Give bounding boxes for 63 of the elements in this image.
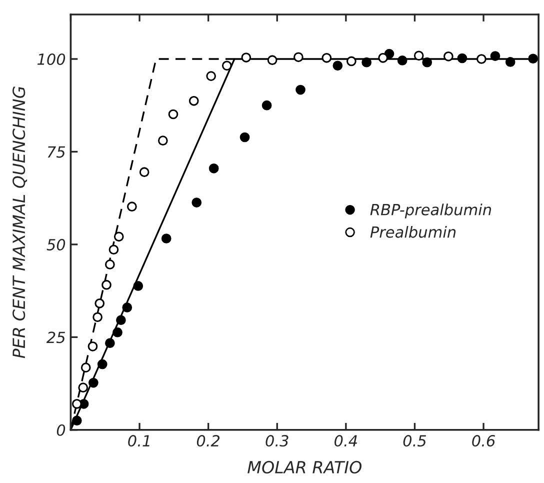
point (208, 163, 219, 174)
point (457, 53, 468, 64)
point (397, 56, 408, 66)
point (105, 338, 115, 348)
point (346, 56, 356, 66)
y-tick-label: 100 (37, 53, 66, 66)
point (161, 234, 172, 244)
point (322, 52, 332, 63)
point (262, 100, 272, 110)
point (105, 260, 115, 270)
y-axis-title: PER CENT MAXIMAL QUENCHING (12, 86, 28, 358)
point (108, 244, 119, 255)
x-tick-label: 0.1 (128, 435, 150, 447)
point (139, 167, 150, 178)
point (168, 109, 178, 120)
x-tick-label: 0.6 (472, 435, 495, 447)
point (88, 341, 98, 352)
x-tick-label: 0.2 (196, 435, 220, 447)
point (267, 55, 278, 66)
point (414, 50, 424, 61)
point (92, 312, 102, 322)
point (116, 315, 126, 326)
point (490, 51, 500, 61)
point (72, 398, 82, 409)
point (294, 52, 304, 62)
point (88, 378, 98, 388)
point (528, 54, 538, 64)
y-tick-label: 75 (48, 146, 66, 158)
point (240, 132, 250, 142)
point (122, 302, 132, 312)
point (332, 60, 343, 71)
point (80, 362, 91, 372)
point (127, 202, 137, 212)
point (444, 51, 454, 62)
y-tick-label: 0 (56, 424, 66, 436)
point (94, 298, 105, 308)
point (97, 359, 108, 370)
x-tick-label: 0.3 (266, 435, 288, 447)
y-tick-label: 50 (46, 238, 66, 250)
point (206, 71, 216, 81)
point (476, 54, 486, 64)
point (362, 57, 372, 68)
point (505, 57, 516, 67)
point (422, 57, 432, 68)
point (222, 60, 232, 71)
point (188, 96, 199, 106)
point (378, 52, 388, 63)
point (72, 416, 82, 426)
legend-label: Prealbumin (370, 226, 456, 238)
point (102, 280, 112, 290)
point (133, 281, 144, 291)
point (78, 382, 88, 393)
x-tick-label: 0.5 (403, 435, 426, 447)
point (241, 52, 252, 62)
x-axis-title: MOLAR RATIO (248, 460, 362, 474)
point (296, 84, 306, 95)
x-tick-label: 0.4 (334, 435, 357, 447)
point (114, 232, 124, 242)
y-tick-label: 25 (46, 332, 66, 344)
point (192, 198, 202, 208)
point (112, 327, 122, 338)
legend-label: RBP-prealbumin (370, 204, 492, 218)
point (158, 136, 168, 146)
